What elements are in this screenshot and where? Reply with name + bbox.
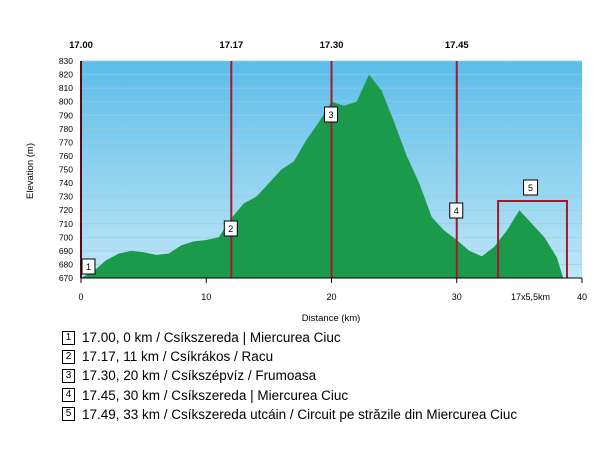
marker-time-label: 17.30 bbox=[320, 40, 344, 51]
legend-item: 2 17.17, 11 km / Csíkrákos / Racu bbox=[62, 347, 592, 366]
x-tick-label: 10 bbox=[201, 292, 211, 302]
y-tick-label: 810 bbox=[59, 83, 73, 93]
x-tick-label: 30 bbox=[452, 292, 462, 302]
y-tick-label: 820 bbox=[59, 70, 73, 80]
x-tick-label: 0 bbox=[78, 292, 83, 302]
y-tick-label: 790 bbox=[59, 110, 73, 120]
legend-item: 3 17.30, 20 km / Csíkszépvíz / Frumoasa bbox=[62, 366, 592, 385]
y-tick-label: 770 bbox=[59, 137, 73, 147]
marker-number: 3 bbox=[328, 110, 333, 120]
circuit-label: 17x5,5km bbox=[511, 292, 550, 302]
elevation-area bbox=[81, 74, 564, 278]
y-tick-label: 830 bbox=[59, 56, 73, 66]
legend-text: 17.49, 33 km / Csíkszereda utcáin / Circ… bbox=[82, 406, 518, 422]
circuit-number: 5 bbox=[528, 183, 533, 193]
y-tick-label: 800 bbox=[59, 97, 73, 107]
y-tick-label: 780 bbox=[59, 124, 73, 134]
y-tick-label: 680 bbox=[59, 259, 73, 269]
legend-number: 3 bbox=[62, 368, 75, 383]
x-axis-label: Distance (km) bbox=[302, 313, 361, 324]
legend-text: 17.45, 30 km / Csíkszereda | Miercurea C… bbox=[82, 387, 349, 403]
marker-time-label: 17.45 bbox=[445, 40, 469, 51]
y-tick-label: 710 bbox=[59, 219, 73, 229]
y-axis-label: Elevation (m) bbox=[25, 143, 36, 199]
legend-item: 1 17.00, 0 km / Csíkszereda | Miercurea C… bbox=[62, 328, 592, 347]
y-tick-label: 740 bbox=[59, 178, 73, 188]
y-tick-label: 670 bbox=[59, 273, 73, 283]
legend-text: 17.30, 20 km / Csíkszépvíz / Frumoasa bbox=[82, 368, 317, 384]
y-tick-label: 730 bbox=[59, 192, 73, 202]
legend-number: 4 bbox=[62, 388, 75, 403]
x-tick-label: 20 bbox=[326, 292, 336, 302]
y-tick-label: 690 bbox=[59, 246, 73, 256]
x-tick-label: 40 bbox=[577, 292, 587, 302]
y-tick-label: 750 bbox=[59, 165, 73, 175]
marker-number: 4 bbox=[454, 206, 459, 216]
legend: 1 17.00, 0 km / Csíkszereda | Miercurea C… bbox=[62, 328, 592, 424]
circuit-number-box bbox=[523, 179, 539, 196]
legend-text: 17.00, 0 km / Csíkszereda | Miercurea Ci… bbox=[82, 330, 341, 346]
legend-number: 1 bbox=[62, 330, 75, 345]
marker-time-label: 17.00 bbox=[69, 40, 93, 51]
legend-item: 4 17.45, 30 km / Csíkszereda | Miercurea … bbox=[62, 386, 592, 405]
legend-text: 17.17, 11 km / Csíkrákos / Racu bbox=[82, 349, 274, 365]
y-tick-label: 720 bbox=[59, 205, 73, 215]
y-tick-label: 700 bbox=[59, 232, 73, 242]
marker-number-box bbox=[81, 258, 96, 275]
legend-number: 2 bbox=[62, 349, 75, 364]
legend-item: 5 17.49, 33 km / Csíkszereda utcáin / Cir… bbox=[62, 405, 592, 424]
legend-number: 5 bbox=[62, 407, 75, 422]
marker-number: 1 bbox=[86, 262, 91, 272]
marker-number-box bbox=[449, 202, 464, 219]
circuit-bracket bbox=[497, 200, 568, 278]
marker-time-label: 17.17 bbox=[219, 40, 243, 51]
marker-number: 2 bbox=[228, 224, 233, 234]
marker-number-box bbox=[324, 106, 338, 123]
marker-number-box bbox=[223, 220, 238, 237]
y-tick-label: 760 bbox=[59, 151, 73, 161]
